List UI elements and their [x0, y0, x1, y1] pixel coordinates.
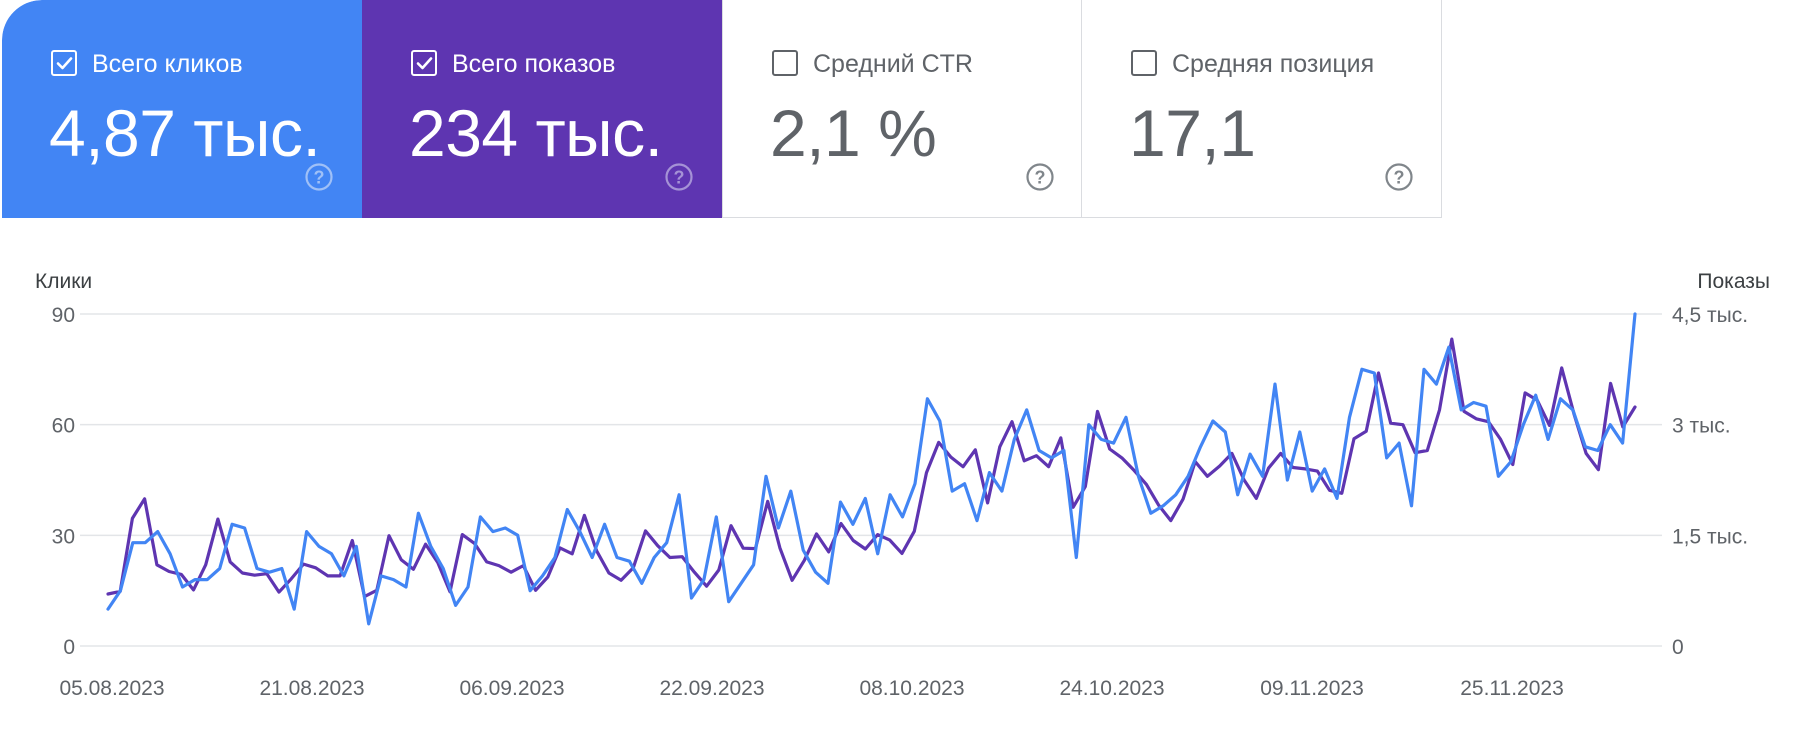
- svg-text:?: ?: [314, 168, 325, 188]
- impressions-series-line: [106, 337, 1637, 599]
- left-axis-title: Клики: [35, 270, 92, 293]
- metric-label: Средний CTR: [813, 50, 973, 78]
- svg-text:?: ?: [1394, 168, 1405, 188]
- metric-value: 17,1: [1129, 96, 1256, 170]
- x-tick-label: 09.11.2023: [1260, 677, 1364, 700]
- left-tick-label: 0: [63, 636, 75, 659]
- left-tick-label: 60: [52, 415, 75, 438]
- help-icon[interactable]: ?: [664, 162, 694, 192]
- svg-text:?: ?: [674, 168, 685, 188]
- left-tick-label: 90: [52, 304, 75, 327]
- left-tick-label: 30: [52, 525, 75, 548]
- right-tick-label: 4,5 тыс.: [1672, 304, 1748, 327]
- checkbox-checked-icon[interactable]: [411, 50, 437, 76]
- metric-value: 4,87 тыс.: [49, 96, 321, 170]
- help-icon[interactable]: ?: [1025, 162, 1055, 192]
- metric-value: 2,1 %: [770, 96, 937, 170]
- x-tick-label: 21.08.2023: [259, 677, 364, 700]
- x-tick-label: 24.10.2023: [1059, 677, 1164, 700]
- clicks-series-line: [106, 312, 1637, 626]
- metric-tile-total-impressions[interactable]: Всего показов 234 тыс. ?: [362, 0, 722, 218]
- metric-value: 234 тыс.: [409, 96, 663, 170]
- help-icon[interactable]: ?: [304, 162, 334, 192]
- x-tick-label: 06.09.2023: [459, 677, 564, 700]
- x-tick-label: 05.08.2023: [59, 677, 164, 700]
- chart-gridlines: [80, 313, 1662, 647]
- metric-label: Всего кликов: [92, 50, 243, 78]
- right-tick-label: 3 тыс.: [1672, 415, 1731, 438]
- x-tick-label: 22.09.2023: [659, 677, 764, 700]
- help-icon[interactable]: ?: [1384, 162, 1414, 192]
- svg-text:?: ?: [1035, 168, 1046, 188]
- checkbox-unchecked-icon[interactable]: [772, 50, 798, 76]
- metric-tile-average-position[interactable]: Средняя позиция 17,1 ?: [1082, 0, 1442, 218]
- metric-label: Всего показов: [452, 50, 616, 78]
- right-tick-label: 1,5 тыс.: [1672, 525, 1748, 548]
- metric-tile-total-clicks[interactable]: Всего кликов 4,87 тыс. ?: [2, 0, 362, 218]
- metric-label: Средняя позиция: [1172, 50, 1375, 78]
- checkbox-checked-icon[interactable]: [51, 50, 77, 76]
- metric-tile-average-ctr[interactable]: Средний CTR 2,1 % ?: [722, 0, 1082, 218]
- right-axis-title: Показы: [1697, 270, 1770, 293]
- checkbox-unchecked-icon[interactable]: [1131, 50, 1157, 76]
- x-tick-label: 08.10.2023: [859, 677, 964, 700]
- x-tick-label: 25.11.2023: [1460, 677, 1564, 700]
- right-tick-label: 0: [1672, 636, 1684, 659]
